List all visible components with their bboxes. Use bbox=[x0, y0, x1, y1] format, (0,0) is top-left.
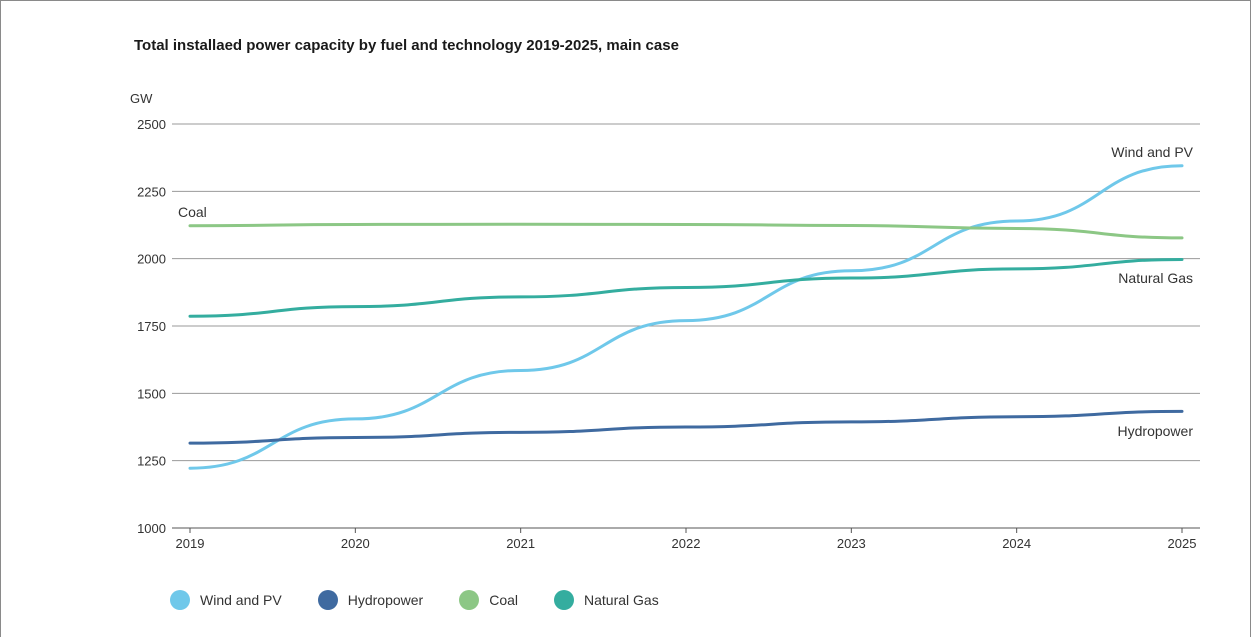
legend-item-natural-gas: Natural Gas bbox=[554, 590, 659, 610]
legend-swatch-wind-pv bbox=[170, 590, 190, 610]
series-line-hydropower bbox=[188, 409, 1184, 445]
legend-item-wind-pv: Wind and PV bbox=[170, 590, 282, 610]
legend: Wind and PV Hydropower Coal Natural Gas bbox=[170, 590, 695, 610]
legend-item-hydropower: Hydropower bbox=[317, 590, 424, 610]
y-axis-label: GW bbox=[130, 91, 153, 106]
legend-label-hydropower: Hydropower bbox=[347, 592, 424, 608]
y-tick-label: 2500 bbox=[137, 117, 166, 132]
x-tick-label: 2024 bbox=[1002, 536, 1031, 551]
x-tick-label: 2019 bbox=[176, 536, 205, 551]
legend-swatch-hydropower bbox=[317, 590, 338, 610]
y-tick-label: 1250 bbox=[137, 454, 166, 469]
line-label-natural-gas: Natural Gas bbox=[1118, 270, 1193, 286]
line-label-coal: Coal bbox=[178, 204, 207, 220]
series-lines bbox=[188, 164, 1184, 470]
x-tick-labels: 2019 2020 2021 2022 2023 2024 2025 bbox=[176, 528, 1197, 551]
chart-title: Total installaed power capacity by fuel … bbox=[134, 37, 679, 54]
legend-swatch-natural-gas bbox=[554, 590, 574, 610]
y-tick-label: 1750 bbox=[137, 319, 166, 334]
legend-item-coal: Coal bbox=[459, 590, 518, 610]
legend-label-natural-gas: Natural Gas bbox=[584, 592, 659, 608]
x-tick-label: 2022 bbox=[672, 536, 701, 551]
legend-label-wind-pv: Wind and PV bbox=[200, 592, 282, 608]
series-line-natural-gas bbox=[188, 257, 1184, 318]
series-line-coal bbox=[188, 222, 1184, 240]
legend-swatch-coal bbox=[459, 590, 480, 610]
y-tick-label: 1000 bbox=[137, 521, 166, 536]
line-label-hydropower: Hydropower bbox=[1118, 423, 1194, 439]
y-tick-label: 2000 bbox=[137, 252, 166, 267]
line-label-wind-and-pv: Wind and PV bbox=[1111, 144, 1193, 160]
line-labels: Wind and PV Hydropower Coal Natural Gas bbox=[178, 144, 1194, 439]
y-tick-label: 1500 bbox=[137, 386, 166, 401]
gridlines bbox=[172, 123, 1200, 529]
x-tick-label: 2020 bbox=[341, 536, 370, 551]
x-tick-label: 2021 bbox=[506, 536, 535, 551]
legend-label-coal: Coal bbox=[489, 592, 518, 608]
y-tick-labels: 1000 1250 1500 1750 2000 2250 2500 bbox=[137, 117, 166, 536]
y-tick-label: 2250 bbox=[137, 184, 166, 199]
series-line-wind-and-pv bbox=[188, 164, 1184, 470]
x-tick-label: 2023 bbox=[837, 536, 866, 551]
x-tick-label: 2025 bbox=[1168, 536, 1197, 551]
